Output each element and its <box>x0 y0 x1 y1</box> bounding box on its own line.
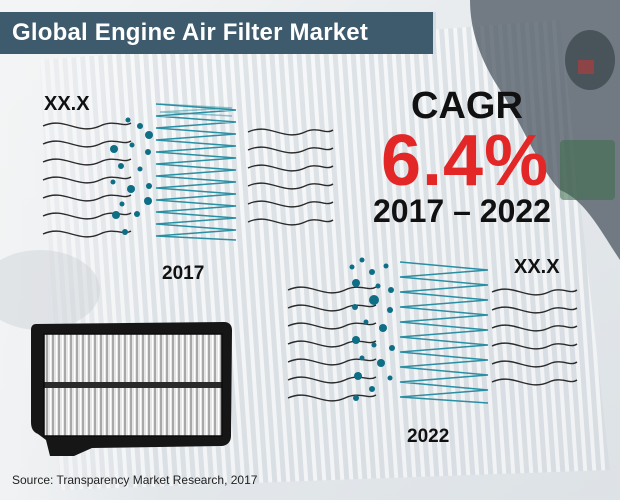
start-year-label: 2017 <box>162 263 205 284</box>
end-year-label: 2022 <box>407 426 450 447</box>
cagr-value: 6.4% <box>381 121 550 201</box>
page-title: Global Engine Air Filter Market <box>12 19 369 46</box>
airflow-lines-in-2022 <box>287 286 377 402</box>
airflow-lines-out-2017 <box>247 128 334 226</box>
source-citation: Source: Transparency Market Research, 20… <box>12 473 258 487</box>
title-banner: Global Engine Air Filter Market <box>0 12 436 54</box>
cagr-period: 2017 – 2022 <box>373 193 551 229</box>
end-value-label: XX.X <box>514 256 560 278</box>
airflow-lines-out-2022 <box>491 288 578 386</box>
cagr-label: CAGR <box>411 85 523 127</box>
dust-particles-2022 <box>349 257 395 401</box>
dust-particles-2017 <box>110 117 153 235</box>
air-filter-product-icon <box>31 322 232 456</box>
filter-media-2022 <box>399 261 489 404</box>
filter-media-2017 <box>155 103 237 241</box>
start-value-label: XX.X <box>44 93 90 115</box>
